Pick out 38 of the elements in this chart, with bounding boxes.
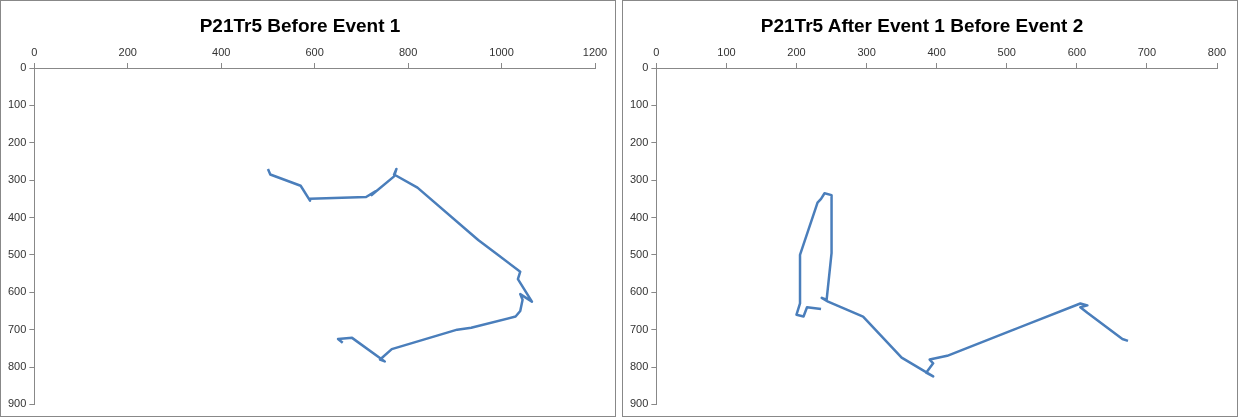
y-tick-label: 900 xyxy=(629,397,649,410)
y-tick-label: 500 xyxy=(629,247,649,260)
y-tick-label: 800 xyxy=(7,360,27,373)
y-tick-label: 700 xyxy=(7,322,27,335)
y-tick-label: 400 xyxy=(629,210,649,223)
x-tick-label: 1200 xyxy=(582,46,608,59)
y-tick-label: 500 xyxy=(7,247,27,260)
x-tick-label: 600 xyxy=(305,46,324,59)
y-tick-label: 300 xyxy=(629,173,649,186)
y-tick-label: 200 xyxy=(629,135,649,148)
y-tick-label: 600 xyxy=(629,285,649,298)
x-tick-label: 200 xyxy=(787,46,806,59)
x-tick-label: 500 xyxy=(997,46,1016,59)
chart-title: P21Tr5 After Event 1 Before Event 2 xyxy=(760,14,1084,36)
y-tick-label: 400 xyxy=(7,210,27,223)
x-tick-label: 100 xyxy=(717,46,736,59)
x-tick-label: 700 xyxy=(1137,46,1157,59)
y-tick-label: 200 xyxy=(7,135,27,148)
x-tick-label: 0 xyxy=(31,46,38,59)
x-tick-label: 0 xyxy=(653,46,660,59)
y-tick-label: 0 xyxy=(642,61,649,74)
x-tick-label: 800 xyxy=(1207,46,1227,59)
y-tick-label: 300 xyxy=(7,173,27,186)
x-tick-label: 400 xyxy=(927,46,946,59)
y-tick-label: 900 xyxy=(7,397,27,410)
y-tick-label: 700 xyxy=(629,322,649,335)
x-tick-label: 300 xyxy=(857,46,876,59)
x-tick-label: 200 xyxy=(118,46,137,59)
x-tick-label: 600 xyxy=(1067,46,1087,59)
y-tick-label: 100 xyxy=(629,98,649,111)
y-tick-label: 600 xyxy=(7,285,27,298)
x-tick-label: 1000 xyxy=(489,46,514,59)
y-tick-label: 800 xyxy=(629,360,649,373)
y-tick-label: 0 xyxy=(20,61,27,74)
x-tick-label: 400 xyxy=(212,46,231,59)
x-tick-label: 800 xyxy=(398,46,418,59)
chart-title: P21Tr5 Before Event 1 xyxy=(199,14,401,36)
y-tick-label: 100 xyxy=(7,98,27,111)
